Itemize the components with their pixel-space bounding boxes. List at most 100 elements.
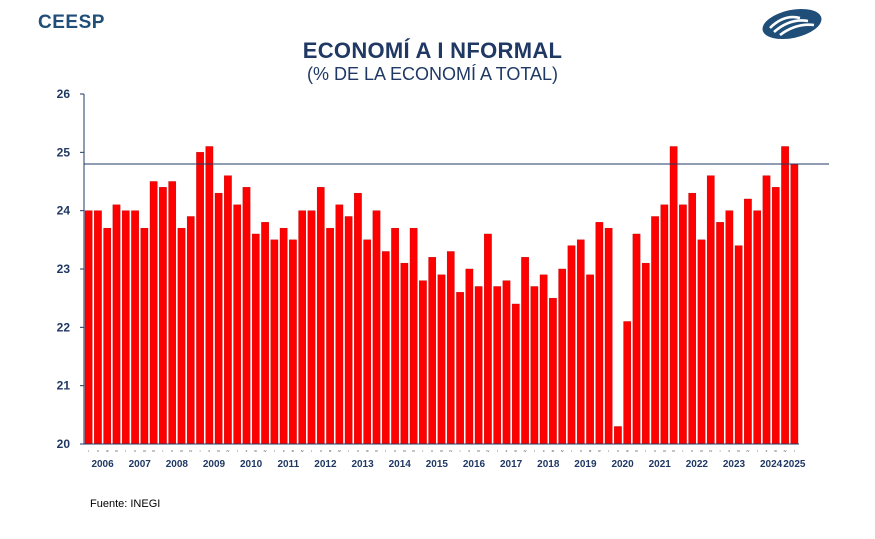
chart-subtitle: (% DE LA ECONOMÍ A TOTAL) (306, 64, 559, 84)
bar (651, 216, 659, 445)
bar (159, 187, 167, 445)
bar (307, 210, 316, 445)
quarter-tick-label: II (580, 449, 582, 453)
bar (84, 210, 93, 445)
quarter-tick-label: II (97, 449, 99, 453)
quarter-tick-label: II (209, 449, 211, 453)
quarter-tick-label: II (320, 449, 322, 453)
bar (214, 192, 223, 445)
bar (205, 146, 214, 445)
bar (261, 222, 269, 445)
bar (363, 239, 372, 445)
bar (586, 274, 594, 445)
quarter-tick-label: III (552, 449, 555, 453)
bar (511, 303, 520, 445)
quarter-tick-label: IV (449, 449, 452, 453)
bar (567, 245, 576, 445)
quarter-tick-label: I (125, 449, 126, 453)
source-note: Fuente: INEGI (90, 498, 161, 510)
quarter-tick-label: II (654, 449, 656, 453)
bar (316, 187, 325, 445)
year-tick-label: 2022 (686, 459, 709, 470)
quarter-tick-label: III (700, 449, 703, 453)
bar (242, 187, 251, 445)
quarter-tick-label: III (477, 449, 480, 453)
bar (149, 181, 158, 445)
bar (614, 426, 622, 445)
year-tick-label: 2024 (760, 459, 783, 470)
bar (354, 192, 362, 445)
bar (177, 227, 186, 445)
bar (595, 222, 604, 445)
bar (437, 274, 446, 445)
bar (326, 227, 334, 445)
bar (716, 222, 724, 445)
bar (400, 262, 409, 445)
bar (168, 181, 177, 445)
quarter-tick-label: I (423, 449, 424, 453)
year-tick-label: 2015 (426, 459, 449, 470)
bar (186, 216, 195, 445)
quarter-tick-label: III (329, 449, 332, 453)
brand-name: CEESP (38, 12, 105, 33)
bar (539, 274, 548, 445)
bar (753, 210, 762, 445)
quarter-tick-label: IV (747, 449, 750, 453)
bar (196, 152, 204, 445)
quarter-tick-label: I (88, 449, 89, 453)
year-tick-label: 2013 (351, 459, 374, 470)
year-tick-label: 2018 (537, 459, 560, 470)
bar (604, 227, 613, 445)
quarter-tick-label: I (200, 449, 201, 453)
bar (94, 210, 102, 445)
chart-title: ECONOMÍ A I NFORMAL (302, 38, 563, 63)
quarter-tick-label: II (469, 449, 471, 453)
bar (632, 233, 641, 445)
quarter-tick-label: IV (301, 449, 304, 453)
bar (641, 262, 650, 445)
year-tick-label: 2020 (611, 459, 634, 470)
year-tick-label: 2011 (277, 459, 299, 470)
quarter-tick-label: III (255, 449, 258, 453)
quarter-tick-label: I (683, 449, 684, 453)
quarter-tick-label: II (431, 449, 433, 453)
quarter-tick-label: I (794, 449, 795, 453)
bar (409, 227, 418, 445)
quarter-tick-label: II (357, 449, 359, 453)
year-tick-label: 2016 (463, 459, 486, 470)
year-tick-label: 2010 (240, 459, 263, 470)
quarter-tick-label: I (460, 449, 461, 453)
year-tick-label: 2023 (723, 459, 746, 470)
bar (270, 239, 279, 445)
quarter-tick-label: II (617, 449, 619, 453)
bar (344, 216, 353, 445)
bar (298, 210, 307, 445)
quarter-tick-label: IV (709, 449, 712, 453)
bar (474, 286, 483, 445)
quarter-tick-label: IV (189, 449, 192, 453)
bar-series (84, 146, 799, 445)
bar (131, 210, 139, 445)
quarter-tick-label: III (626, 449, 629, 453)
bar (549, 297, 557, 445)
quarter-tick-label: IV (152, 449, 155, 453)
bar (669, 146, 678, 445)
year-tick-label: 2014 (389, 459, 412, 470)
bar (734, 245, 743, 445)
quarter-tick-label: III (775, 449, 778, 453)
quarter-tick-label: IV (227, 449, 230, 453)
quarter-tick-label: I (385, 449, 386, 453)
bar (781, 146, 789, 445)
year-tick-label: 2021 (649, 459, 672, 470)
quarter-tick-label: III (440, 449, 443, 453)
bar (335, 204, 344, 445)
quarter-tick-label: IV (264, 449, 267, 453)
quarter-tick-label: III (292, 449, 295, 453)
quarter-tick-label: I (534, 449, 535, 453)
quarter-tick-label: IV (487, 449, 490, 453)
bar (502, 280, 511, 445)
quarter-tick-label: III (143, 449, 146, 453)
quarter-tick-label: I (497, 449, 498, 453)
bar (428, 257, 437, 445)
